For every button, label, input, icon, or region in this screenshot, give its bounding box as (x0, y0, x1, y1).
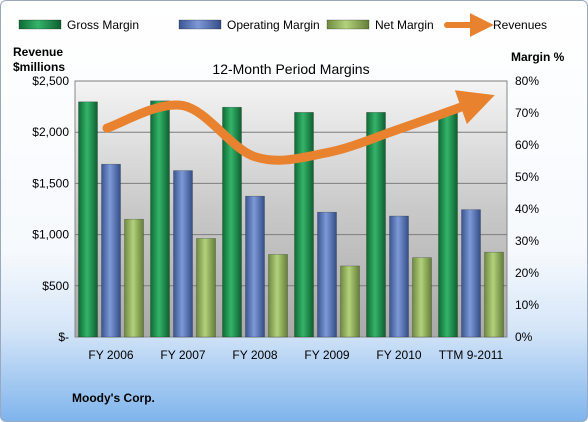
bar-gross-margin (438, 112, 458, 338)
bar-net-margin (196, 238, 216, 338)
legend: Gross Margin Operating Margin Net Margin Re… (18, 13, 547, 37)
left-axis-ticks: $- $500 $1,000 $1,500 $2,000 $2,500 (32, 74, 69, 344)
bar-operating-margin (101, 163, 121, 338)
bar-net-margin (484, 251, 504, 338)
bar-operating-margin (245, 195, 265, 338)
left-tick-label: $1,000 (32, 228, 69, 242)
bar-net-margin (124, 218, 144, 338)
legend-item-gross-margin: Gross Margin (18, 18, 139, 32)
right-axis-label: Margin % (511, 50, 565, 64)
left-tick-label: $500 (42, 279, 69, 293)
right-tick-label: 60% (515, 138, 539, 152)
legend-swatch (326, 19, 370, 30)
x-tick-label: FY 2007 (160, 348, 205, 362)
right-tick-label: 40% (515, 202, 539, 216)
bar-gross-margin (294, 112, 314, 338)
right-tick-label: 10% (515, 298, 539, 312)
right-tick-label: 80% (515, 74, 539, 88)
right-tick-label: 30% (515, 234, 539, 248)
x-tick-label: FY 2008 (232, 348, 277, 362)
legend-label: Revenues (493, 18, 547, 32)
right-axis-ticks: 0% 10% 20% 30% 40% 50% 60% 70% 80% (515, 74, 539, 344)
x-axis-ticks: FY 2006 FY 2007 FY 2008 FY 2009 FY 2010 TTM 9… (88, 348, 503, 362)
bar-net-margin (412, 257, 432, 338)
revenue-line-group (102, 90, 495, 165)
company-name: Moody's Corp. (72, 391, 155, 405)
legend-item-net-margin: Net Margin (326, 18, 434, 32)
x-tick-label: TTM 9-2011 (439, 348, 504, 362)
left-tick-label: $- (58, 330, 69, 344)
legend-swatch (178, 19, 222, 30)
legend-label: Net Margin (375, 18, 434, 32)
legend-label: Operating Margin (227, 18, 320, 32)
x-tick-label: FY 2010 (376, 348, 421, 362)
revenue-line (102, 90, 495, 165)
grid-lines (75, 80, 507, 287)
x-tick-label: FY 2009 (304, 348, 349, 362)
bar-gross-margin (366, 112, 386, 338)
bar-operating-margin (461, 209, 481, 338)
right-tick-label: 70% (515, 106, 539, 120)
bar-gross-margin (78, 101, 98, 338)
legend-label: Gross Margin (67, 18, 139, 32)
bars (78, 100, 504, 338)
right-tick-label: 0% (515, 330, 533, 344)
left-tick-label: $2,500 (32, 74, 69, 88)
bar-net-margin (268, 254, 288, 338)
bar-operating-margin (389, 215, 409, 338)
bar-gross-margin (222, 106, 242, 338)
left-tick-label: $1,500 (32, 176, 69, 190)
x-tick-label: FY 2006 (88, 348, 133, 362)
chart-title: 12-Month Period Margins (212, 61, 369, 77)
plot-area (74, 80, 508, 338)
legend-swatch (18, 19, 62, 30)
bar-gross-margin (150, 100, 170, 338)
right-tick-label: 20% (515, 266, 539, 280)
right-tick-label: 50% (515, 170, 539, 184)
bar-net-margin (340, 265, 360, 338)
bar-operating-margin (317, 211, 337, 338)
left-tick-label: $2,000 (32, 125, 69, 139)
left-axis-label-line2: $millions (13, 60, 65, 74)
legend-item-revenues: Revenues (444, 13, 547, 37)
bar-operating-margin (173, 170, 193, 338)
legend-item-operating-margin: Operating Margin (178, 18, 320, 32)
left-axis-label-line1: Revenue (13, 45, 63, 59)
